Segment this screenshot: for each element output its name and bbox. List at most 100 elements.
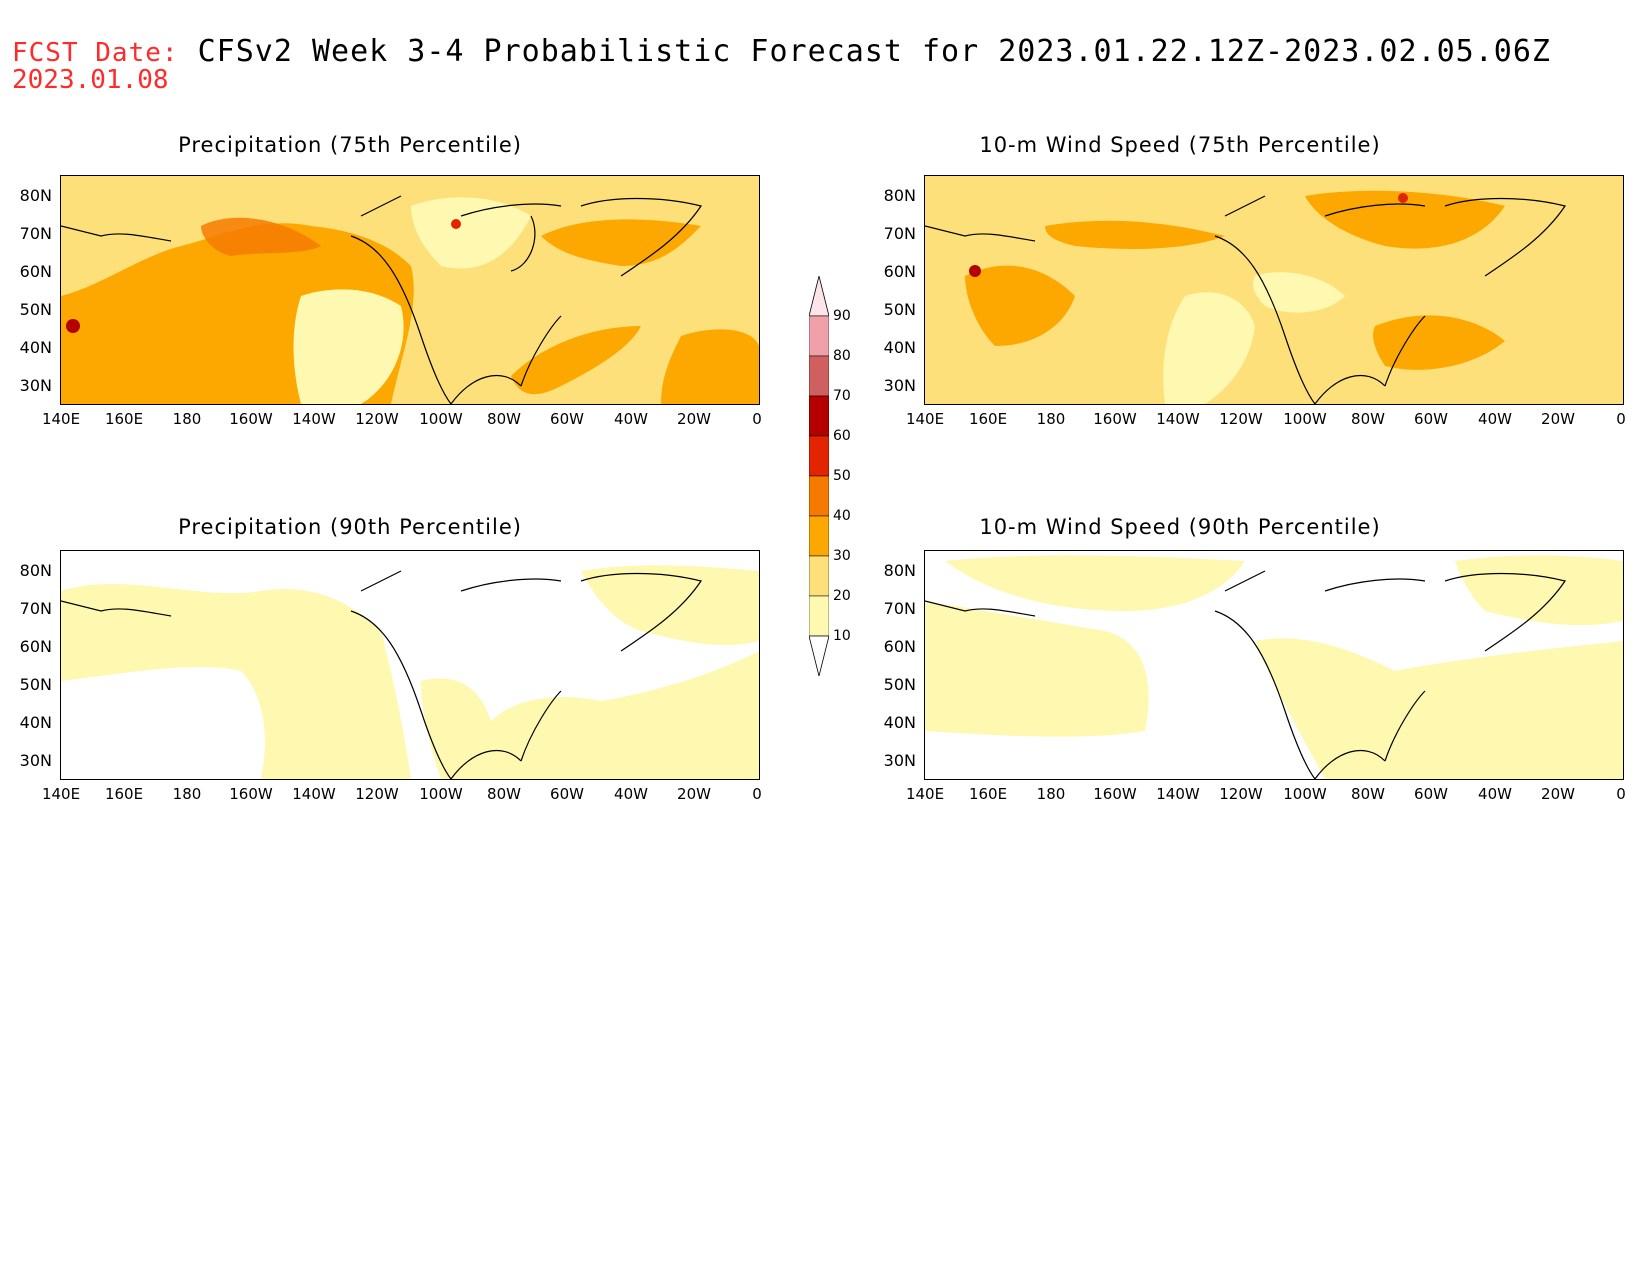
- lon-label: 160E: [104, 410, 144, 428]
- lat-label: 50N: [19, 300, 52, 319]
- lon-label: 100W: [1283, 785, 1327, 803]
- lon-label: 20W: [677, 410, 711, 428]
- lat-label: 50N: [19, 675, 52, 694]
- lon-label: 100W: [419, 410, 463, 428]
- lon-label: 60W: [1414, 785, 1448, 803]
- lat-label: 50N: [883, 675, 916, 694]
- lat-label: 30N: [883, 751, 916, 770]
- lat-label: 40N: [883, 713, 916, 732]
- lon-label: 80W: [487, 410, 521, 428]
- lon-label: 160E: [104, 785, 144, 803]
- lat-label: 70N: [883, 599, 916, 618]
- colorbar-label: 50: [833, 468, 851, 484]
- lon-label: 140E: [41, 785, 81, 803]
- lon-label: 140E: [41, 410, 81, 428]
- lon-label: 20W: [1541, 410, 1575, 428]
- lon-label: 180: [172, 410, 202, 428]
- colorbar-label: 60: [833, 428, 851, 444]
- map-precip90: [60, 550, 760, 780]
- lat-label: 50N: [883, 300, 916, 319]
- figure-title: CFSv2 Week 3-4 Probabilistic Forecast fo…: [197, 34, 1551, 69]
- lat-label: 40N: [883, 338, 916, 357]
- colorbar: [809, 276, 829, 677]
- lat-label: 70N: [19, 599, 52, 618]
- lon-label: 0: [1616, 410, 1626, 428]
- colorbar-label: 70: [833, 388, 851, 404]
- lat-label: 40N: [19, 713, 52, 732]
- lat-label: 80N: [19, 561, 52, 580]
- map-wind90: [924, 550, 1624, 780]
- lat-label: 60N: [883, 637, 916, 656]
- lat-label: 60N: [19, 637, 52, 656]
- colorbar-bottom-arrow: [809, 635, 829, 677]
- lon-label: 120W: [1219, 785, 1263, 803]
- figure-header: FCST Date: CFSv2 Week 3-4 Probabilistic …: [12, 34, 1551, 95]
- lon-label: 20W: [677, 785, 711, 803]
- colorbar-bin-70-80: [809, 355, 829, 397]
- lon-label: 140E: [905, 410, 945, 428]
- fcst-date-label: FCST Date:: [12, 38, 179, 68]
- colorbar-label: 80: [833, 348, 851, 364]
- lon-label: 120W: [355, 410, 399, 428]
- colorbar-bin-40-50: [809, 475, 829, 517]
- colorbar-bin-20-30: [809, 555, 829, 597]
- lat-label: 60N: [19, 262, 52, 281]
- lon-label: 0: [752, 410, 762, 428]
- lon-label: 40W: [614, 410, 648, 428]
- lon-label: 180: [1036, 410, 1066, 428]
- lon-label: 40W: [614, 785, 648, 803]
- lat-label: 30N: [19, 376, 52, 395]
- colorbar-label: 40: [833, 508, 851, 524]
- colorbar-label: 10: [833, 628, 851, 644]
- lon-label: 140W: [1156, 410, 1200, 428]
- colorbar-bin-50-60: [809, 435, 829, 477]
- panel-title-precip90: Precipitation (90th Percentile): [178, 515, 522, 539]
- lon-label: 0: [752, 785, 762, 803]
- lon-label: 180: [172, 785, 202, 803]
- lon-label: 140W: [1156, 785, 1200, 803]
- panel-title-wind90: 10-m Wind Speed (90th Percentile): [979, 515, 1381, 539]
- panel-title-wind75: 10-m Wind Speed (75th Percentile): [979, 133, 1381, 157]
- colorbar-label: 30: [833, 548, 851, 564]
- lat-label: 80N: [883, 561, 916, 580]
- lon-label: 20W: [1541, 785, 1575, 803]
- lon-label: 60W: [1414, 410, 1448, 428]
- lat-label: 70N: [19, 224, 52, 243]
- lon-label: 0: [1616, 785, 1626, 803]
- lon-label: 180: [1036, 785, 1066, 803]
- lat-label: 40N: [19, 338, 52, 357]
- colorbar-bin-80-90: [809, 315, 829, 357]
- colorbar-bin-30-40: [809, 515, 829, 557]
- colorbar-label: 20: [833, 588, 851, 604]
- lon-label: 80W: [487, 785, 521, 803]
- colorbar-label: 90: [833, 308, 851, 324]
- lon-label: 140E: [905, 785, 945, 803]
- lon-label: 140W: [292, 785, 336, 803]
- lon-label: 160W: [1093, 785, 1137, 803]
- lon-label: 80W: [1351, 410, 1385, 428]
- colorbar-bin-60-70: [809, 395, 829, 437]
- lon-label: 160W: [229, 785, 273, 803]
- map-wind75: [924, 175, 1624, 405]
- colorbar-bin-10-20: [809, 595, 829, 637]
- lon-label: 160E: [968, 785, 1008, 803]
- lat-label: 60N: [883, 262, 916, 281]
- lon-label: 100W: [1283, 410, 1327, 428]
- lon-label: 160W: [229, 410, 273, 428]
- lon-label: 160E: [968, 410, 1008, 428]
- lon-label: 60W: [550, 785, 584, 803]
- lon-label: 120W: [355, 785, 399, 803]
- lon-label: 60W: [550, 410, 584, 428]
- fcst-date-value: 2023.01.08: [12, 65, 169, 95]
- lat-label: 30N: [19, 751, 52, 770]
- header-line: FCST Date: CFSv2 Week 3-4 Probabilistic …: [12, 34, 1551, 69]
- lon-label: 140W: [292, 410, 336, 428]
- lon-label: 160W: [1093, 410, 1137, 428]
- lat-label: 30N: [883, 376, 916, 395]
- colorbar-top-arrow: [809, 276, 829, 317]
- lon-label: 120W: [1219, 410, 1263, 428]
- lat-label: 70N: [883, 224, 916, 243]
- lat-label: 80N: [883, 186, 916, 205]
- lon-label: 100W: [419, 785, 463, 803]
- lat-label: 80N: [19, 186, 52, 205]
